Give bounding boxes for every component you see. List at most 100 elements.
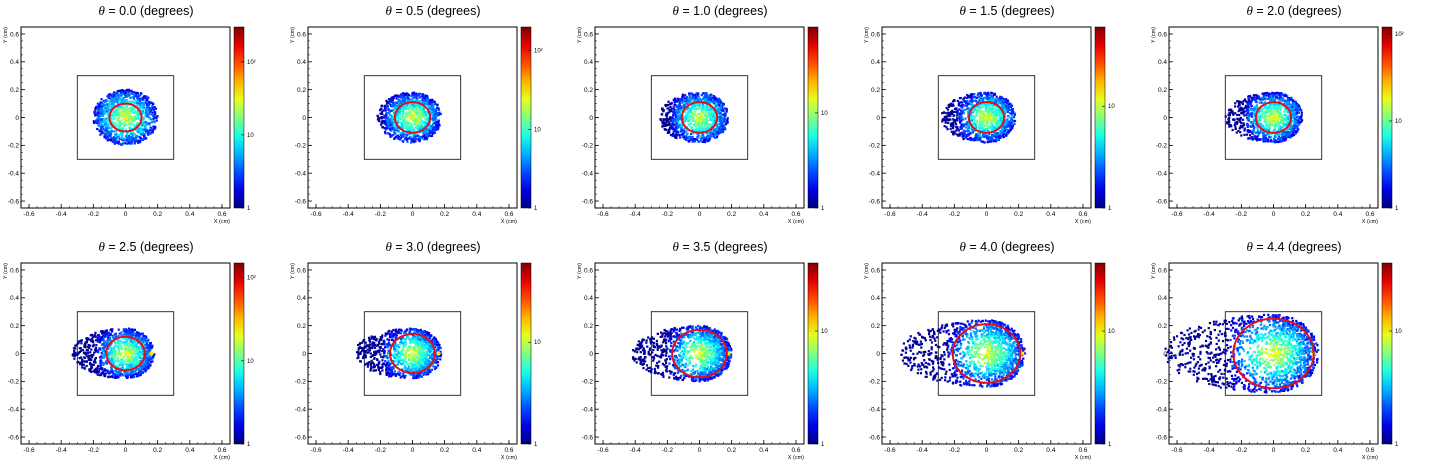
y-tick-label: -0.2 — [1156, 379, 1168, 386]
x-tick-label: 0.4 — [185, 447, 194, 454]
colorbar-frame — [1094, 262, 1106, 445]
hit-distribution — [92, 88, 159, 146]
colorbar — [1382, 27, 1392, 208]
y-axis-label: Y (cm) — [577, 27, 583, 43]
colorbar-tick-label: 10 — [1108, 104, 1115, 110]
y-tick-label: 0.4 — [584, 295, 593, 302]
panel-title: θ = 1.5 (degrees) — [871, 3, 1143, 19]
y-tick-label: -0.6 — [1156, 434, 1168, 441]
y-tick-label: -0.4 — [8, 406, 20, 413]
y-tick-label: -0.4 — [582, 170, 594, 177]
theta-value: = 2.5 — [104, 240, 140, 254]
colorbar-tick-label: 10² — [1395, 32, 1404, 38]
x-axis-label: X (cm) — [214, 455, 230, 461]
x-tick-label: 0.4 — [759, 447, 768, 454]
y-tick-label: 0.4 — [1158, 295, 1167, 302]
colorbar — [234, 263, 244, 444]
red-ring — [393, 101, 432, 134]
theta-symbol: θ — [1246, 239, 1253, 254]
x-tick-label: -0.6 — [597, 447, 609, 454]
x-tick-label: 0 — [124, 447, 128, 454]
x-tick-label: -0.4 — [343, 447, 355, 454]
y-tick-label: -0.2 — [8, 379, 20, 386]
x-tick-label: 0.6 — [1078, 211, 1087, 218]
x-tick-label: -0.4 — [56, 447, 68, 454]
x-tick-label: -0.2 — [375, 447, 387, 454]
x-tick-label: -0.4 — [630, 447, 642, 454]
y-tick-label: 0 — [1163, 115, 1167, 122]
y-tick-label: 0.6 — [297, 267, 306, 274]
y-tick-label: 0.2 — [584, 87, 593, 94]
heatmap-svg: -0.6 -0.4 -0.2 0 0.2 0.4 0.6 -0.6 -0.4 -0.2 0 0.2 0.… — [864, 26, 1115, 225]
x-tick-label: -0.6 — [310, 447, 322, 454]
colorbar — [1095, 263, 1105, 444]
colorbar — [808, 263, 818, 444]
x-tick-label: 0.2 — [727, 211, 736, 218]
x-tick-label: 0.6 — [217, 447, 226, 454]
x-tick-label: -0.4 — [56, 211, 68, 218]
y-tick-label: -0.4 — [1156, 170, 1168, 177]
x-tick-label: -0.4 — [1204, 211, 1216, 218]
theta-symbol: θ — [959, 239, 966, 254]
theta-unit: (degrees) — [427, 240, 481, 254]
panel-title: θ = 4.0 (degrees) — [871, 239, 1143, 255]
theta-value: = 2.0 — [1252, 4, 1288, 18]
theta-symbol: θ — [959, 3, 966, 18]
x-tick-label: -0.4 — [630, 211, 642, 218]
x-tick-label: 0.4 — [759, 211, 768, 218]
y-tick-label: 0.2 — [297, 323, 306, 330]
x-axis-label: X (cm) — [501, 219, 517, 225]
theta-value: = 1.5 — [965, 4, 1001, 18]
y-tick-label: -0.4 — [8, 170, 20, 177]
plot-panel-theta-2.0: -0.6 -0.4 -0.2 0 0.2 0.4 0.6 -0.6 -0.4 -0.2 0 0.2 0.… — [1148, 0, 1435, 236]
red-ring — [1254, 101, 1293, 134]
y-tick-label: -0.2 — [8, 143, 20, 150]
red-ring — [951, 323, 1022, 384]
colorbar-tick-label: 10 — [1108, 329, 1115, 335]
y-tick-label: -0.6 — [869, 198, 881, 205]
hotspot — [436, 351, 441, 356]
y-tick-label: 0 — [15, 115, 19, 122]
y-tick-label: -0.2 — [582, 143, 594, 150]
y-tick-label: 0.6 — [871, 267, 880, 274]
theta-symbol: θ — [98, 3, 105, 18]
x-tick-label: 0 — [411, 211, 415, 218]
colorbar-frame — [233, 26, 245, 209]
x-tick-label: 0 — [698, 211, 702, 218]
x-axis-label: X (cm) — [501, 455, 517, 461]
colorbar-tick-label: 10 — [247, 133, 254, 139]
theta-unit: (degrees) — [1288, 240, 1342, 254]
theta-unit: (degrees) — [714, 4, 768, 18]
x-tick-label: 0.4 — [472, 211, 481, 218]
plot-panel-theta-2.5: -0.6 -0.4 -0.2 0 0.2 0.4 0.6 -0.6 -0.4 -0.2 0 0.2 0.… — [0, 236, 287, 472]
panel-title: θ = 3.0 (degrees) — [297, 239, 569, 255]
red-ring — [105, 335, 146, 372]
colorbar-tick-label: 10 — [821, 111, 828, 117]
x-tick-label: -0.2 — [88, 447, 100, 454]
x-tick-label: -0.6 — [1171, 447, 1183, 454]
theta-symbol: θ — [1246, 3, 1253, 18]
x-tick-label: 0.6 — [504, 211, 513, 218]
x-tick-label: 0.6 — [1078, 447, 1087, 454]
y-tick-label: -0.6 — [8, 434, 20, 441]
x-tick-label: -0.6 — [23, 211, 35, 218]
y-tick-label: -0.6 — [295, 198, 307, 205]
y-tick-label: 0 — [302, 351, 306, 358]
heatmap-svg: -0.6 -0.4 -0.2 0 0.2 0.4 0.6 -0.6 -0.4 -0.2 0 0.2 0.… — [864, 262, 1115, 461]
x-tick-label: 0.2 — [727, 447, 736, 454]
theta-value: = 4.4 — [1252, 240, 1288, 254]
y-tick-label: -0.4 — [1156, 406, 1168, 413]
colorbar-tick-label: 1 — [247, 206, 251, 212]
x-tick-label: 0.6 — [791, 447, 800, 454]
y-tick-label: -0.4 — [869, 170, 881, 177]
red-ring — [108, 102, 143, 133]
colorbar-tick-label: 1 — [821, 442, 825, 448]
y-tick-label: 0.2 — [1158, 87, 1167, 94]
y-tick-label: -0.2 — [1156, 143, 1168, 150]
theta-value: = 3.5 — [678, 240, 714, 254]
x-tick-label: 0.2 — [440, 211, 449, 218]
theta-symbol: θ — [98, 239, 105, 254]
heatmap-svg: -0.6 -0.4 -0.2 0 0.2 0.4 0.6 -0.6 -0.4 -0.2 0 0.2 0.… — [290, 262, 541, 461]
theta-unit: (degrees) — [1288, 4, 1342, 18]
